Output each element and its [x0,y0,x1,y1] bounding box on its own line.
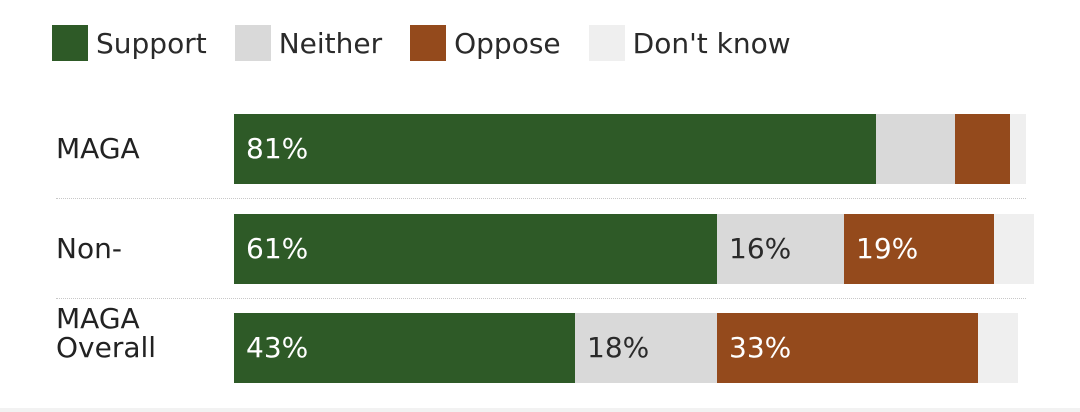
bar-segment-maga-support: 81% [234,114,876,184]
data-label-overall-oppose: 33% [729,331,792,364]
bar-segment-overall-don-t-know [978,313,1018,383]
row-divider [56,198,1026,199]
bar-segment-overall-neither: 18% [575,313,717,383]
data-label-overall-support: 43% [246,331,309,364]
legend-label-dont-know: Don't know [632,26,791,60]
data-label-non-maga-neither: 16% [729,232,792,265]
bar-segment-maga-neither [876,114,955,184]
bar-overall: 43% 18% 33% [234,313,1026,383]
legend-item-neither: Neither [234,25,383,61]
bar-segment-maga-don-t-know [1010,114,1026,184]
row-label-maga: MAGA [56,132,140,165]
row-divider [56,298,1026,299]
legend-label-support: Support [96,26,207,60]
row-label-overall: Overall [56,331,157,364]
bar-maga: 81% [234,114,1026,184]
bottom-rule [0,408,1080,412]
legend-swatch-neither [234,25,271,61]
row-label-non-maga: Non-MAGA [56,232,140,335]
legend-item-support: Support [52,25,207,61]
legend-swatch-oppose [410,25,447,61]
data-label-non-maga-oppose: 19% [856,232,919,265]
chart-legend: Support Neither Oppose Don't know [52,24,819,62]
legend-item-oppose: Oppose [410,25,561,61]
data-label-maga-support: 81% [246,132,309,165]
data-label-overall-neither: 18% [587,331,650,364]
bar-segment-non-maga-oppose: 19% [844,214,994,284]
bar-non-maga: 61% 16% 19% [234,214,1034,284]
bar-segment-maga-oppose [955,114,1010,184]
data-label-non-maga-support: 61% [246,232,309,265]
bar-segment-non-maga-don-t-know [994,214,1034,284]
legend-label-oppose: Oppose [454,26,561,60]
bar-segment-non-maga-neither: 16% [717,214,844,284]
legend-label-neither: Neither [278,26,383,60]
bar-segment-overall-support: 43% [234,313,575,383]
legend-item-dont-know: Don't know [588,25,791,61]
legend-swatch-dont-know [588,25,625,61]
legend-swatch-support [52,25,88,61]
bar-segment-overall-oppose: 33% [717,313,978,383]
bar-segment-non-maga-support: 61% [234,214,717,284]
